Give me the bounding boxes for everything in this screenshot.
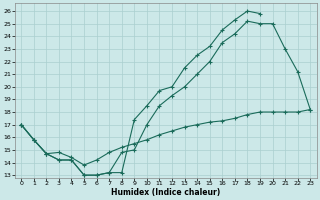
X-axis label: Humidex (Indice chaleur): Humidex (Indice chaleur) [111,188,220,197]
